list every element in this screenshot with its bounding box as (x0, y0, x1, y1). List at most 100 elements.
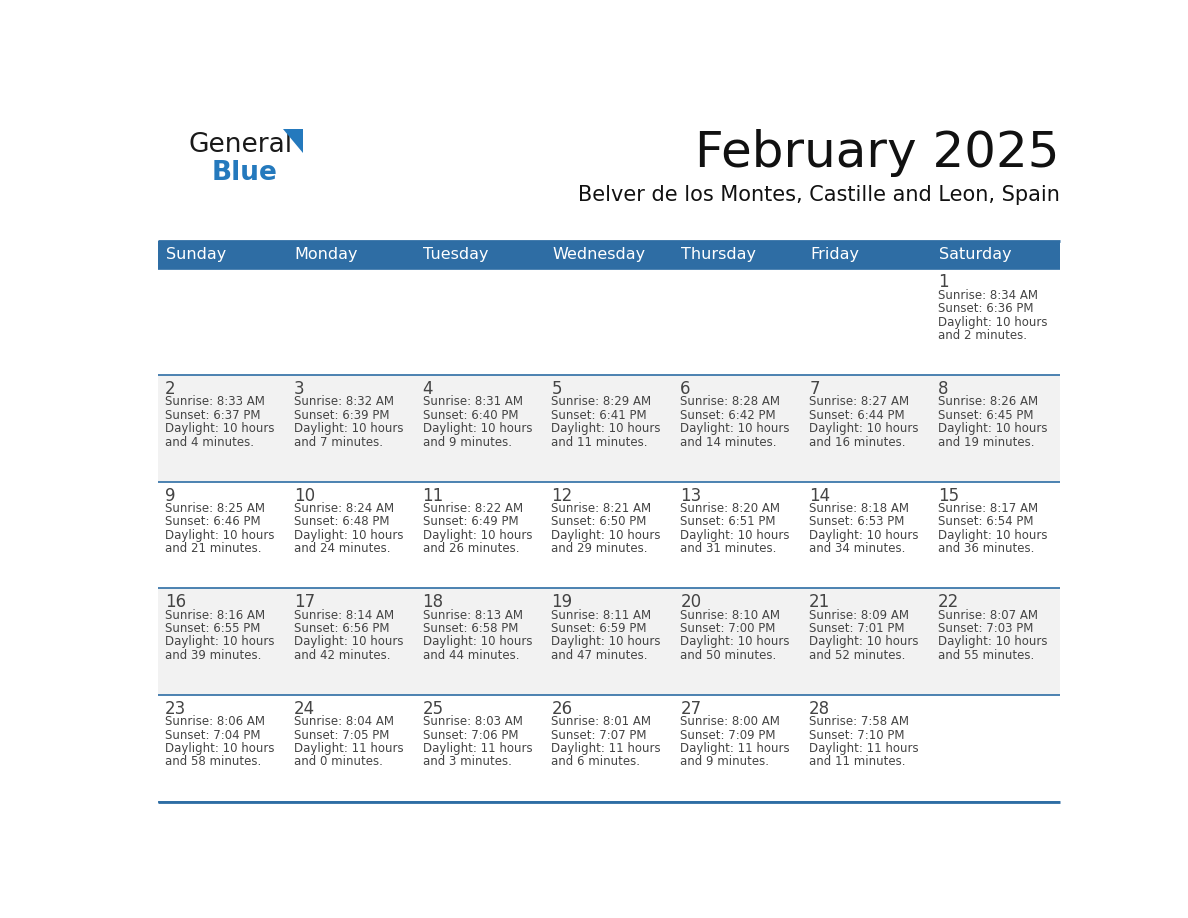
Text: 20: 20 (681, 593, 701, 611)
Text: and 58 minutes.: and 58 minutes. (165, 756, 261, 768)
Text: and 21 minutes.: and 21 minutes. (165, 543, 261, 555)
Text: Daylight: 10 hours: Daylight: 10 hours (809, 529, 918, 542)
Text: Sunset: 6:59 PM: Sunset: 6:59 PM (551, 622, 647, 635)
Text: and 52 minutes.: and 52 minutes. (809, 649, 905, 662)
Text: Daylight: 10 hours: Daylight: 10 hours (423, 422, 532, 435)
Text: Sunrise: 8:26 AM: Sunrise: 8:26 AM (939, 396, 1038, 409)
Text: Sunset: 6:53 PM: Sunset: 6:53 PM (809, 515, 904, 529)
Text: 12: 12 (551, 487, 573, 505)
Bar (416, 695, 544, 801)
Text: Sunset: 6:46 PM: Sunset: 6:46 PM (165, 515, 260, 529)
Text: Daylight: 10 hours: Daylight: 10 hours (423, 529, 532, 542)
Bar (158, 588, 286, 695)
Text: Sunrise: 8:22 AM: Sunrise: 8:22 AM (423, 502, 523, 515)
Text: 8: 8 (939, 380, 948, 398)
Text: Sunrise: 8:27 AM: Sunrise: 8:27 AM (809, 396, 909, 409)
Bar (544, 695, 674, 801)
Text: Blue: Blue (211, 160, 278, 185)
Text: 11: 11 (423, 487, 444, 505)
Text: Daylight: 10 hours: Daylight: 10 hours (165, 529, 274, 542)
Text: Daylight: 11 hours: Daylight: 11 hours (551, 742, 661, 755)
Text: Sunrise: 8:34 AM: Sunrise: 8:34 AM (939, 289, 1038, 302)
Bar (931, 482, 1060, 588)
Text: Sunrise: 8:33 AM: Sunrise: 8:33 AM (165, 396, 265, 409)
Text: 5: 5 (551, 380, 562, 398)
Text: Sunrise: 8:18 AM: Sunrise: 8:18 AM (809, 502, 909, 515)
Text: Sunset: 7:06 PM: Sunset: 7:06 PM (423, 729, 518, 742)
Text: and 47 minutes.: and 47 minutes. (551, 649, 647, 662)
Text: Sunset: 6:36 PM: Sunset: 6:36 PM (939, 302, 1034, 315)
Text: Daylight: 10 hours: Daylight: 10 hours (681, 422, 790, 435)
Text: 1: 1 (939, 274, 949, 291)
Bar (931, 241, 1060, 269)
Text: Sunrise: 8:29 AM: Sunrise: 8:29 AM (551, 396, 651, 409)
Bar (674, 695, 802, 801)
Text: and 4 minutes.: and 4 minutes. (165, 436, 254, 449)
Text: Sunrise: 8:17 AM: Sunrise: 8:17 AM (939, 502, 1038, 515)
Text: 21: 21 (809, 593, 830, 611)
Bar (802, 241, 931, 269)
Text: Tuesday: Tuesday (423, 248, 488, 263)
Text: 6: 6 (681, 380, 690, 398)
Text: Sunset: 7:03 PM: Sunset: 7:03 PM (939, 622, 1034, 635)
Text: 4: 4 (423, 380, 432, 398)
Bar (931, 375, 1060, 482)
Text: 22: 22 (939, 593, 959, 611)
Text: 25: 25 (423, 700, 443, 718)
Text: and 26 minutes.: and 26 minutes. (423, 543, 519, 555)
Text: Daylight: 10 hours: Daylight: 10 hours (293, 422, 403, 435)
Text: and 0 minutes.: and 0 minutes. (293, 756, 383, 768)
Bar (802, 695, 931, 801)
Bar (158, 482, 286, 588)
Text: Sunset: 6:39 PM: Sunset: 6:39 PM (293, 409, 390, 422)
Text: Sunrise: 8:25 AM: Sunrise: 8:25 AM (165, 502, 265, 515)
Text: Daylight: 10 hours: Daylight: 10 hours (165, 635, 274, 648)
Text: 3: 3 (293, 380, 304, 398)
Text: Daylight: 10 hours: Daylight: 10 hours (939, 316, 1048, 329)
Text: Sunrise: 8:16 AM: Sunrise: 8:16 AM (165, 609, 265, 621)
Bar (286, 588, 416, 695)
Text: 16: 16 (165, 593, 185, 611)
Bar (544, 482, 674, 588)
Text: Sunset: 7:10 PM: Sunset: 7:10 PM (809, 729, 904, 742)
Text: Daylight: 10 hours: Daylight: 10 hours (293, 635, 403, 648)
Text: and 9 minutes.: and 9 minutes. (423, 436, 512, 449)
Bar (802, 588, 931, 695)
Text: February 2025: February 2025 (695, 129, 1060, 176)
Text: Sunset: 6:54 PM: Sunset: 6:54 PM (939, 515, 1034, 529)
Text: 13: 13 (681, 487, 701, 505)
Bar (544, 241, 674, 269)
Bar (931, 269, 1060, 375)
Text: Sunset: 6:44 PM: Sunset: 6:44 PM (809, 409, 905, 422)
Text: 18: 18 (423, 593, 443, 611)
Text: Friday: Friday (810, 248, 859, 263)
Text: Daylight: 10 hours: Daylight: 10 hours (551, 422, 661, 435)
Bar (286, 482, 416, 588)
Text: Sunset: 6:41 PM: Sunset: 6:41 PM (551, 409, 647, 422)
Text: Sunset: 6:50 PM: Sunset: 6:50 PM (551, 515, 646, 529)
Text: Sunrise: 8:13 AM: Sunrise: 8:13 AM (423, 609, 523, 621)
Text: 2: 2 (165, 380, 176, 398)
Text: Sunset: 7:05 PM: Sunset: 7:05 PM (293, 729, 388, 742)
Text: Daylight: 10 hours: Daylight: 10 hours (165, 422, 274, 435)
Text: and 16 minutes.: and 16 minutes. (809, 436, 905, 449)
Text: Daylight: 11 hours: Daylight: 11 hours (423, 742, 532, 755)
Text: Sunrise: 8:31 AM: Sunrise: 8:31 AM (423, 396, 523, 409)
Text: Sunset: 6:42 PM: Sunset: 6:42 PM (681, 409, 776, 422)
Bar (416, 588, 544, 695)
Text: Daylight: 10 hours: Daylight: 10 hours (809, 422, 918, 435)
Text: 27: 27 (681, 700, 701, 718)
Bar (674, 482, 802, 588)
Text: 7: 7 (809, 380, 820, 398)
Text: Sunset: 6:51 PM: Sunset: 6:51 PM (681, 515, 776, 529)
Bar (674, 241, 802, 269)
Text: 26: 26 (551, 700, 573, 718)
Bar (674, 588, 802, 695)
Bar (286, 269, 416, 375)
Text: 17: 17 (293, 593, 315, 611)
Text: Sunday: Sunday (165, 248, 226, 263)
Text: Sunset: 6:49 PM: Sunset: 6:49 PM (423, 515, 518, 529)
Bar (158, 695, 286, 801)
Bar (802, 482, 931, 588)
Text: Sunrise: 8:04 AM: Sunrise: 8:04 AM (293, 715, 393, 728)
